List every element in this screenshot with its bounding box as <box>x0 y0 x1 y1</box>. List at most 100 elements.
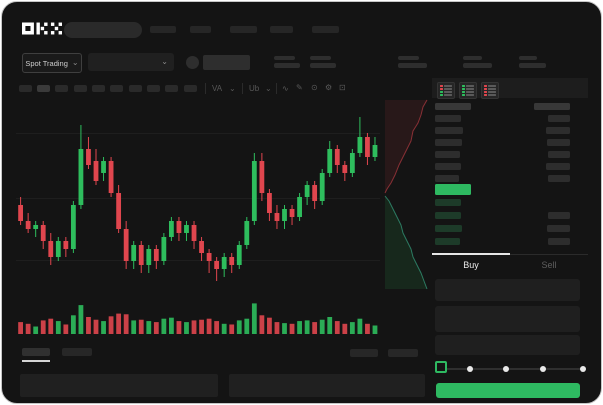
ask-size-bar <box>546 127 570 134</box>
interval-pill[interactable] <box>55 85 68 92</box>
volume-bar <box>48 318 54 334</box>
volume-bar <box>327 317 333 334</box>
candle-body <box>274 213 280 221</box>
volume-bar <box>342 323 348 334</box>
interval-pill[interactable] <box>184 85 197 92</box>
market-type-label: Spot Trading <box>25 58 68 68</box>
depth-bid-area <box>385 196 427 289</box>
gear-icon[interactable]: ⚙ <box>325 83 333 92</box>
interval-pill[interactable] <box>92 85 105 92</box>
draw-icon[interactable]: ✎ <box>296 83 303 92</box>
interval-pill[interactable] <box>110 85 123 92</box>
interval-pill[interactable] <box>74 85 87 92</box>
volume-bar <box>214 321 220 334</box>
slider-dot[interactable] <box>580 366 586 372</box>
book-asks-icon[interactable] <box>481 82 499 99</box>
nav-item[interactable] <box>312 26 339 33</box>
candle-body <box>206 253 212 261</box>
ask-price-bar <box>435 139 462 146</box>
candle-body <box>297 197 302 217</box>
interval-pill[interactable] <box>19 85 32 92</box>
candle-body <box>25 221 31 229</box>
bid-size-bar <box>547 225 570 232</box>
volume-bar <box>86 317 91 334</box>
depth-ask-area <box>385 100 427 193</box>
candlestick-chart[interactable] <box>17 101 381 295</box>
slider-dot[interactable] <box>467 366 473 372</box>
chevron-down-icon[interactable]: ⌄ <box>229 84 236 93</box>
bottom-action[interactable] <box>350 349 378 357</box>
camera-icon[interactable]: ⊙ <box>311 83 318 92</box>
depth-ask-line <box>384 99 428 194</box>
nav-item[interactable] <box>190 26 211 33</box>
volume-bar <box>274 322 280 334</box>
nav-item[interactable] <box>230 26 257 33</box>
ask-size-bar <box>548 151 570 158</box>
interval-pill[interactable] <box>129 85 142 92</box>
slider-dot[interactable] <box>540 366 546 372</box>
slider-dot[interactable] <box>503 366 509 372</box>
orders-panel <box>20 374 218 397</box>
volume-bar <box>70 315 76 334</box>
bottom-action[interactable] <box>388 349 418 357</box>
ask-price-bar <box>435 127 463 134</box>
candle-body <box>146 249 152 265</box>
slider-handle[interactable] <box>435 361 447 373</box>
candle-body <box>267 193 272 213</box>
volume-bar <box>176 321 182 334</box>
tab-buy[interactable]: Buy <box>463 260 479 270</box>
bottom-tab-active[interactable] <box>22 348 50 356</box>
amount-slider[interactable] <box>439 366 586 372</box>
candle-body <box>349 153 355 173</box>
candle-body <box>251 161 257 221</box>
line-chart-icon[interactable]: ∿ <box>282 84 289 93</box>
search-input[interactable] <box>64 22 142 38</box>
candle-body <box>101 161 106 173</box>
ticker-stat <box>519 56 546 68</box>
volume-bar <box>357 318 363 334</box>
interval-pill[interactable] <box>37 85 50 92</box>
volume-bar <box>312 322 318 334</box>
ask-size-bar <box>548 175 570 182</box>
volume-bar <box>40 320 46 334</box>
pair-selector[interactable]: ⌄ <box>88 53 174 71</box>
depth-chart <box>384 99 428 290</box>
chevron-down-icon[interactable]: ⌄ <box>265 84 272 93</box>
total-field[interactable] <box>435 335 580 355</box>
book-both-icon[interactable] <box>437 82 455 99</box>
candle-body <box>123 229 129 261</box>
nav-item[interactable] <box>150 26 176 33</box>
nav-item[interactable] <box>270 26 293 33</box>
candle-body <box>161 237 167 261</box>
expand-icon[interactable]: ⊡ <box>339 83 346 92</box>
candle-body <box>18 205 23 221</box>
tab-sell[interactable]: Sell <box>541 260 557 270</box>
candle-body <box>289 209 295 217</box>
candle-body <box>319 173 325 201</box>
candle-body <box>259 161 265 193</box>
candle-body <box>327 149 333 173</box>
price-field[interactable] <box>435 279 580 301</box>
chart-style-label[interactable]: VA <box>212 84 223 93</box>
candle-body <box>304 185 310 197</box>
candle-body <box>365 137 370 157</box>
ask-size-bar <box>548 115 570 122</box>
ask-price-bar <box>435 163 461 170</box>
candle-body <box>244 221 250 245</box>
bid-price-bar <box>435 212 461 219</box>
interval-pill[interactable] <box>147 85 160 92</box>
indicator-label[interactable]: Ub <box>249 84 260 93</box>
candle-body <box>33 225 39 229</box>
amount-field[interactable] <box>435 306 580 332</box>
book-bids-icon[interactable] <box>459 82 477 99</box>
interval-pill[interactable] <box>165 85 178 92</box>
orderbook[interactable] <box>432 98 588 250</box>
bottom-tab[interactable] <box>62 348 92 356</box>
market-type-selector[interactable]: Spot Trading ⌄ <box>22 53 82 73</box>
ask-price-bar <box>435 115 461 122</box>
ask-size-bar <box>547 139 570 146</box>
volume-bar <box>282 323 287 334</box>
candle-body <box>342 165 348 173</box>
candle-body <box>55 241 61 257</box>
buy-submit-button[interactable] <box>436 383 580 398</box>
